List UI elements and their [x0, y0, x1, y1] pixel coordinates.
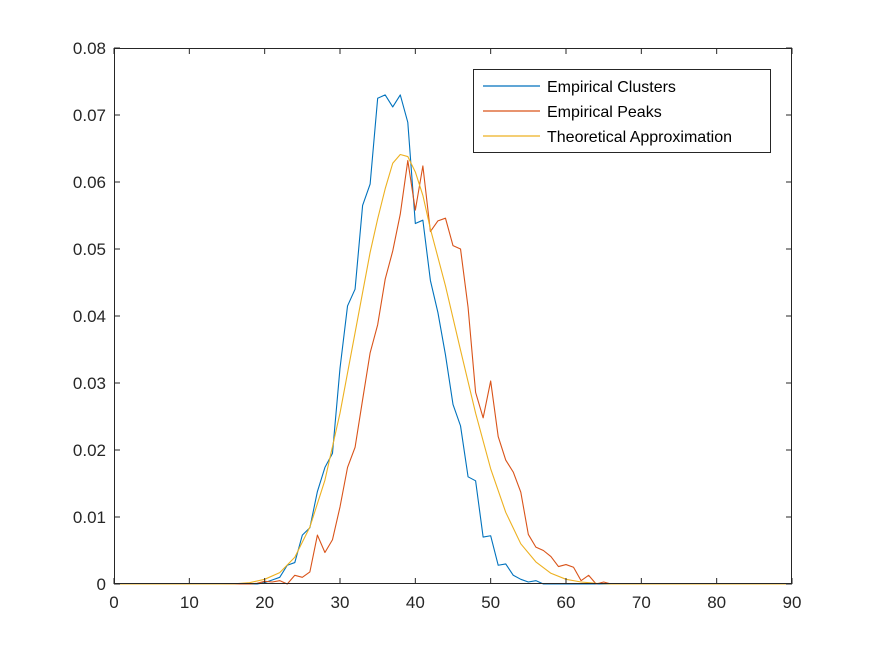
- series-line-empirical-clusters: [114, 94, 792, 585]
- series-line-theoretical-approximation: [114, 153, 792, 585]
- x-tick-label: 20: [255, 593, 274, 612]
- x-tick-label: 80: [707, 593, 726, 612]
- legend-label-empirical-clusters: Empirical Clusters: [547, 79, 676, 96]
- legend: Empirical Clusters Empirical Peaks Theoret…: [473, 69, 771, 153]
- x-tick-label: 50: [481, 593, 500, 612]
- x-tick-label: 60: [557, 593, 576, 612]
- y-tick-label: 0.01: [73, 508, 106, 527]
- y-tick-label: 0.04: [73, 307, 106, 326]
- x-tick-label: 0: [109, 593, 118, 612]
- x-tick-label: 70: [632, 593, 651, 612]
- y-tick-label: 0.08: [73, 39, 106, 58]
- series-layer: [114, 94, 792, 585]
- legend-label-theoretical-approximation: Theoretical Approximation: [547, 129, 732, 146]
- legend-label-empirical-peaks: Empirical Peaks: [547, 104, 662, 121]
- y-tick-label: 0.02: [73, 441, 106, 460]
- y-tick-label: 0.07: [73, 106, 106, 125]
- x-tick-label: 90: [783, 593, 802, 612]
- ticks-layer: 0 10 20 30 40 50 60 70 80 90 0 0.01 0.02 0.03 0.04 0.05…: [73, 39, 802, 612]
- y-tick-label: 0.05: [73, 240, 106, 259]
- series-line-empirical-peaks: [114, 160, 792, 585]
- x-tick-label: 40: [406, 593, 425, 612]
- y-tick-label: 0: [97, 575, 106, 594]
- x-tick-label: 10: [180, 593, 199, 612]
- y-tick-label: 0.06: [73, 173, 106, 192]
- y-tick-label: 0.03: [73, 374, 106, 393]
- x-tick-label: 30: [331, 593, 350, 612]
